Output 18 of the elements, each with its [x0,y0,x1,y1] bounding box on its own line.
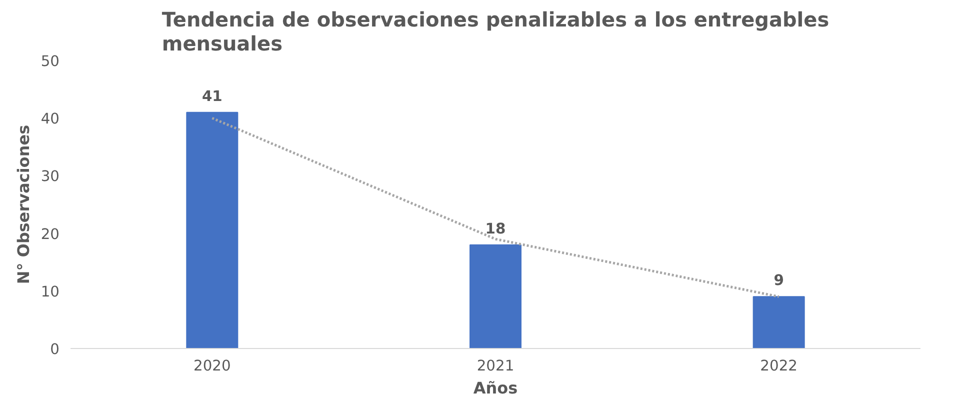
bar [470,244,522,348]
data-label: 18 [485,220,506,238]
data-label: 9 [774,272,784,290]
data-label: 41 [202,88,222,105]
y-tick-label: 20 [40,226,60,243]
x-axis-title: Años [473,378,518,398]
x-tick-label: 2021 [476,358,514,374]
x-tick-label: 2020 [194,358,231,374]
bar [186,112,238,348]
y-tick-label: 0 [50,341,60,358]
bar [752,296,805,348]
y-tick-label: 10 [40,283,60,300]
y-tick-label: 30 [40,168,60,186]
y-axis-title: N° Observaciones [14,124,33,284]
x-tick-label: 2022 [760,358,798,374]
chart-title: Tendencia de observaciones penalizables a los entregables mensuales [162,8,830,56]
y-tick-label: 40 [40,110,60,128]
y-tick-label: 50 [40,53,60,70]
